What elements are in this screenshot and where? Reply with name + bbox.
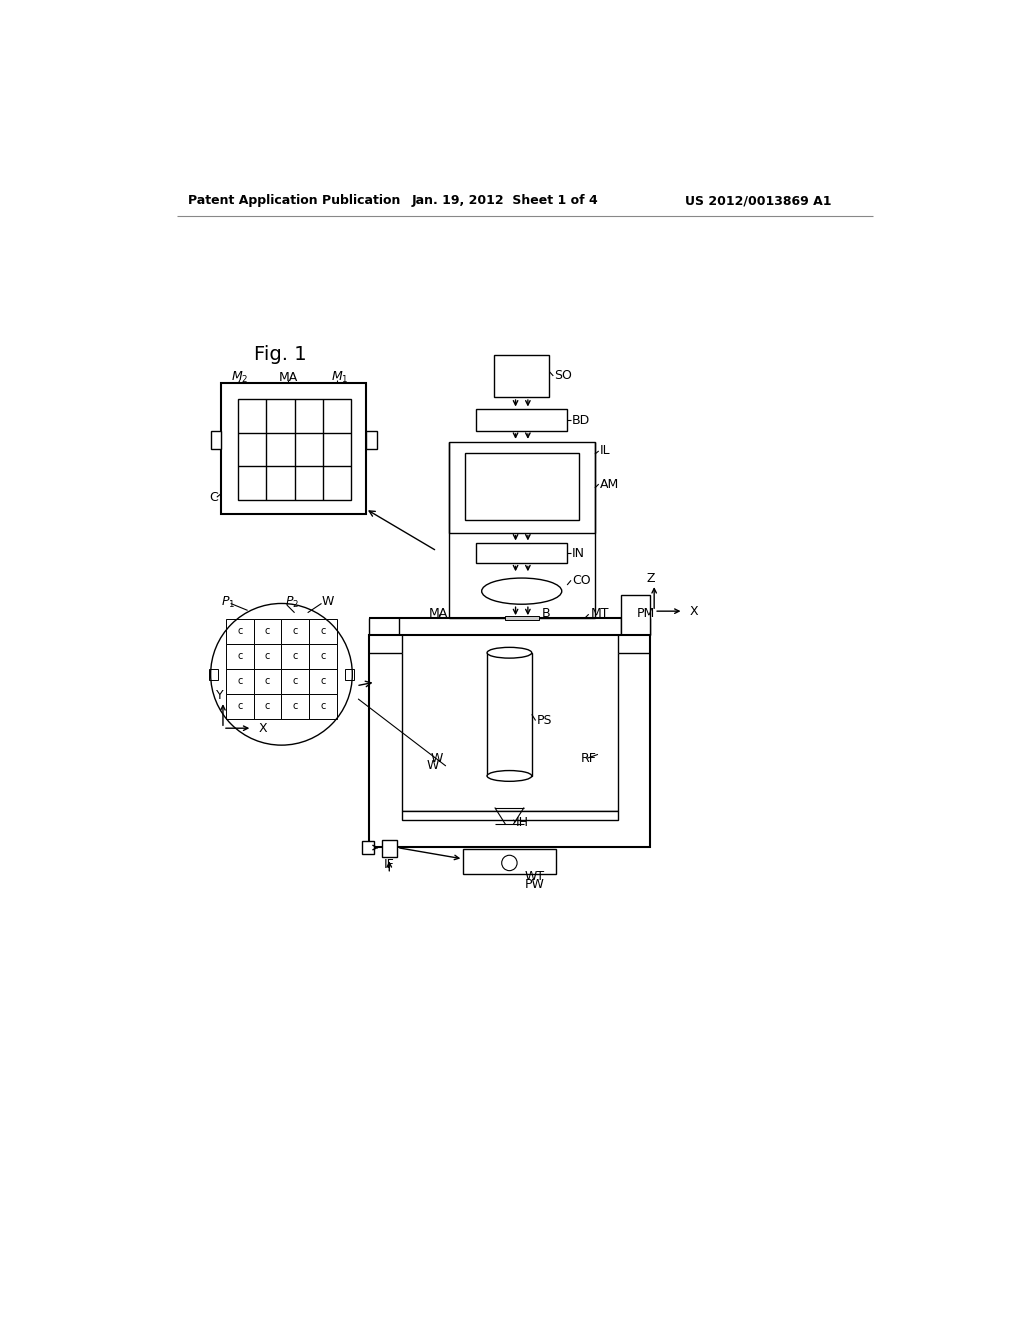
Text: PM: PM <box>637 607 655 620</box>
Bar <box>282 694 309 719</box>
Text: c: c <box>321 676 326 686</box>
Bar <box>254 619 282 644</box>
Text: c: c <box>293 627 298 636</box>
Text: c: c <box>293 701 298 711</box>
Text: $M_1$: $M_1$ <box>331 371 349 385</box>
Bar <box>282 669 309 694</box>
Bar <box>449 442 595 532</box>
Text: PS: PS <box>537 714 552 727</box>
Bar <box>226 619 254 644</box>
Bar <box>476 409 567 430</box>
Bar <box>254 669 282 694</box>
Bar <box>345 669 354 680</box>
Text: c: c <box>238 676 243 686</box>
Text: c: c <box>238 651 243 661</box>
Text: RF: RF <box>581 751 597 764</box>
Bar <box>226 694 254 719</box>
Text: c: c <box>293 651 298 661</box>
Text: IH: IH <box>515 816 528 829</box>
Text: $M_2$: $M_2$ <box>231 371 249 385</box>
Bar <box>494 355 550 397</box>
Text: IL: IL <box>599 445 610 458</box>
Text: $P_2$: $P_2$ <box>285 595 299 610</box>
Text: W: W <box>431 751 443 764</box>
Text: US 2012/0013869 A1: US 2012/0013869 A1 <box>685 194 831 207</box>
Bar <box>309 669 337 694</box>
Ellipse shape <box>487 647 531 659</box>
Text: Z: Z <box>647 573 655 585</box>
Text: Jan. 19, 2012  Sheet 1 of 4: Jan. 19, 2012 Sheet 1 of 4 <box>412 194 598 207</box>
Ellipse shape <box>487 771 531 781</box>
Bar <box>487 653 531 776</box>
Text: c: c <box>265 701 270 711</box>
Text: W: W <box>427 759 439 772</box>
Bar <box>211 430 221 449</box>
Bar <box>226 644 254 669</box>
Bar <box>309 694 337 719</box>
Bar <box>209 669 218 680</box>
Text: X: X <box>258 722 267 735</box>
Bar <box>226 669 254 694</box>
Text: WT: WT <box>524 870 545 883</box>
Bar <box>621 595 650 635</box>
Text: Fig. 1: Fig. 1 <box>254 346 307 364</box>
Text: $P_1$: $P_1$ <box>221 595 236 610</box>
Text: Patent Application Publication: Patent Application Publication <box>188 194 400 207</box>
Text: BD: BD <box>571 413 590 426</box>
Bar <box>282 619 309 644</box>
Text: c: c <box>238 701 243 711</box>
Bar <box>361 841 374 854</box>
Text: SO: SO <box>554 370 572 383</box>
Bar <box>401 810 617 820</box>
Text: MA: MA <box>279 371 298 384</box>
Bar <box>463 849 556 874</box>
Text: MT: MT <box>591 607 609 620</box>
Bar <box>465 453 579 520</box>
Bar <box>505 615 539 620</box>
Text: B: B <box>542 607 551 620</box>
Text: X: X <box>689 605 698 618</box>
Text: c: c <box>321 701 326 711</box>
Text: c: c <box>321 627 326 636</box>
Bar <box>239 399 351 500</box>
Text: PW: PW <box>524 878 545 891</box>
Text: c: c <box>265 627 270 636</box>
Text: IN: IN <box>571 546 585 560</box>
Text: c: c <box>293 676 298 686</box>
Text: Y: Y <box>216 689 223 702</box>
Bar <box>367 430 377 449</box>
Ellipse shape <box>481 578 562 605</box>
Text: C: C <box>209 491 218 504</box>
Bar <box>309 619 337 644</box>
Text: CO: CO <box>571 574 591 587</box>
Text: c: c <box>265 676 270 686</box>
Bar <box>309 644 337 669</box>
Text: IF: IF <box>384 858 394 871</box>
Text: c: c <box>321 651 326 661</box>
Bar <box>382 840 397 857</box>
Text: c: c <box>238 627 243 636</box>
Text: MA: MA <box>429 607 449 620</box>
Bar <box>370 635 650 847</box>
Bar <box>282 644 309 669</box>
Bar <box>476 544 567 564</box>
Bar <box>254 694 282 719</box>
Bar <box>254 644 282 669</box>
Bar <box>221 383 367 513</box>
Text: AM: AM <box>599 478 618 491</box>
Text: c: c <box>265 651 270 661</box>
Text: W: W <box>322 594 334 607</box>
